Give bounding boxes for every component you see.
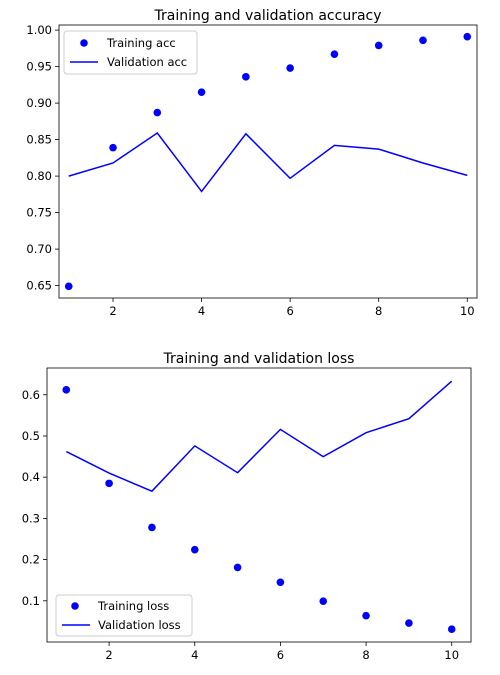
training-acc-point (286, 64, 294, 72)
accuracy-x-tick-label: 4 (198, 304, 205, 318)
training-acc-point (197, 88, 206, 96)
training-loss-point (148, 523, 156, 532)
training-loss-point (276, 578, 285, 587)
loss-y-tick-label: 0.3 (22, 511, 40, 525)
accuracy-chart: Training and validation accuracy 2 4 6 8 10 … (26, 8, 478, 318)
loss-y-tick-label: 0.5 (22, 429, 40, 443)
training-acc-point (330, 50, 339, 58)
accuracy-y-tick-label: 0.65 (26, 279, 52, 293)
training-acc-point (109, 143, 117, 152)
training-loss-point (62, 386, 71, 394)
loss-chart: Training and validation loss 2 4 6 8 10 0.10… (22, 351, 472, 662)
loss-plot-frame (46, 367, 472, 643)
loss-y-tick-label: 0.4 (22, 470, 40, 484)
legend-label-validation-acc: Validation acc (107, 55, 187, 69)
accuracy-y-tick-label: 0.75 (26, 206, 52, 220)
loss-legend: Training loss Validation loss (55, 594, 193, 637)
accuracy-y-tick-label: 0.80 (26, 169, 52, 183)
loss-x-ticks: 2 4 6 8 10 (105, 642, 459, 662)
loss-chart-title: Training and validation loss (163, 351, 355, 367)
legend-label-training-acc: Training acc (106, 36, 176, 50)
training-acc-point (64, 282, 73, 291)
loss-x-tick-label: 4 (191, 648, 198, 662)
training-loss-point (405, 619, 413, 627)
accuracy-y-tick-label: 0.95 (26, 60, 52, 74)
validation-acc-line (68, 131, 468, 193)
accuracy-series-marks (64, 32, 472, 291)
loss-y-ticks: 0.1 0.2 0.3 0.4 0.5 0.6 (22, 388, 47, 608)
accuracy-x-tick-label: 2 (109, 304, 116, 318)
training-loss-point (319, 597, 328, 606)
loss-series-marks (62, 380, 456, 634)
accuracy-x-ticks: 2 4 6 8 10 (109, 298, 475, 318)
legend-marker-training-acc (80, 39, 88, 47)
accuracy-x-tick-label: 6 (286, 304, 293, 318)
accuracy-y-ticks: 0.65 0.70 0.75 0.80 0.85 0.90 0.95 1.00 (26, 23, 59, 293)
loss-x-tick-label: 6 (277, 648, 284, 662)
loss-y-tick-label: 0.6 (22, 388, 40, 402)
training-acc-point (242, 73, 250, 81)
training-acc-point (419, 36, 427, 45)
accuracy-y-tick-label: 0.90 (26, 96, 52, 110)
accuracy-legend: Training acc Validation acc (63, 30, 198, 75)
accuracy-y-tick-label: 1.00 (26, 23, 52, 37)
training-acc-point (153, 108, 162, 117)
accuracy-plot-frame (58, 24, 478, 299)
accuracy-x-tick-label: 8 (375, 304, 382, 318)
accuracy-x-tick-label: 10 (460, 304, 475, 318)
accuracy-legend-box (63, 30, 198, 75)
accuracy-y-tick-label: 0.85 (26, 133, 52, 147)
loss-x-tick-label: 8 (362, 648, 369, 662)
training-loss-point (105, 479, 113, 488)
validation-loss-line (65, 380, 453, 493)
loss-y-tick-label: 0.1 (22, 594, 40, 608)
loss-x-tick-label: 10 (444, 648, 459, 662)
training-acc-point (374, 41, 383, 50)
legend-label-validation-loss: Validation loss (98, 618, 181, 632)
loss-x-tick-label: 2 (105, 648, 112, 662)
training-loss-point (447, 625, 456, 634)
loss-y-tick-label: 0.2 (22, 553, 40, 567)
training-loss-point (362, 611, 370, 620)
legend-marker-training-loss (71, 602, 79, 610)
accuracy-y-tick-label: 0.70 (26, 242, 52, 256)
accuracy-chart-title: Training and validation accuracy (153, 8, 381, 24)
legend-label-training-loss: Training loss (97, 599, 169, 613)
training-loss-point (190, 545, 199, 554)
training-loss-point (233, 563, 242, 572)
training-acc-point (463, 32, 472, 41)
